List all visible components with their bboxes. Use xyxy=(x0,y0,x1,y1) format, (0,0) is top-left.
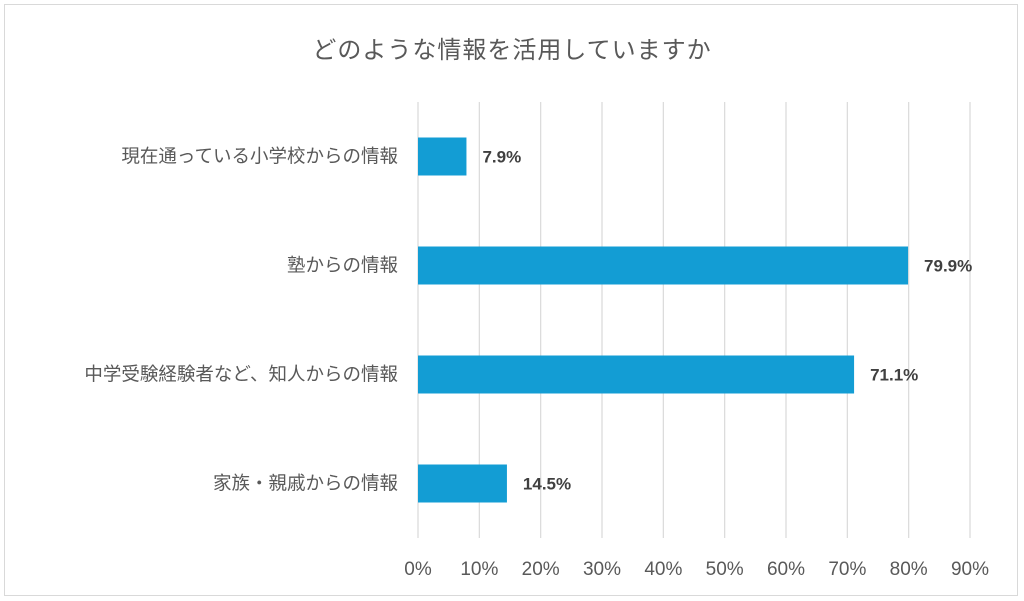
x-tick-label: 90% xyxy=(951,559,989,580)
labels: 0% 10% 20% 30% 40% 50% 60% 70% 80% 90% 現在通っている小学校か… xyxy=(84,147,989,581)
bar xyxy=(418,355,855,394)
value-label: 79.9% xyxy=(924,257,972,276)
category-label: 家族・親戚からの情報 xyxy=(213,474,398,495)
category-label: 中学受験経験者など、知人からの情報 xyxy=(84,365,398,386)
bar xyxy=(418,464,507,503)
bar xyxy=(418,246,909,285)
x-tick-label: 60% xyxy=(767,559,805,580)
x-tick-label: 20% xyxy=(522,559,560,580)
x-tick-label: 0% xyxy=(404,559,432,580)
bar xyxy=(418,137,467,176)
x-tick-label: 10% xyxy=(460,559,498,580)
value-label: 14.5% xyxy=(523,475,571,494)
bars xyxy=(418,137,909,503)
x-tick-label: 70% xyxy=(828,559,866,580)
x-tick-label: 40% xyxy=(644,559,682,580)
category-label: 塾からの情報 xyxy=(287,255,398,277)
x-tick-label: 50% xyxy=(706,559,744,580)
category-label: 現在通っている小学校からの情報 xyxy=(121,147,398,168)
value-label: 7.9% xyxy=(482,148,521,167)
value-label: 71.1% xyxy=(870,366,918,385)
x-tick-label: 30% xyxy=(583,559,621,580)
chart-frame xyxy=(4,4,1018,596)
chart-title: どのような情報を活用していますか xyxy=(312,36,712,64)
x-tick-label: 80% xyxy=(890,559,928,580)
gridlines xyxy=(417,102,971,538)
